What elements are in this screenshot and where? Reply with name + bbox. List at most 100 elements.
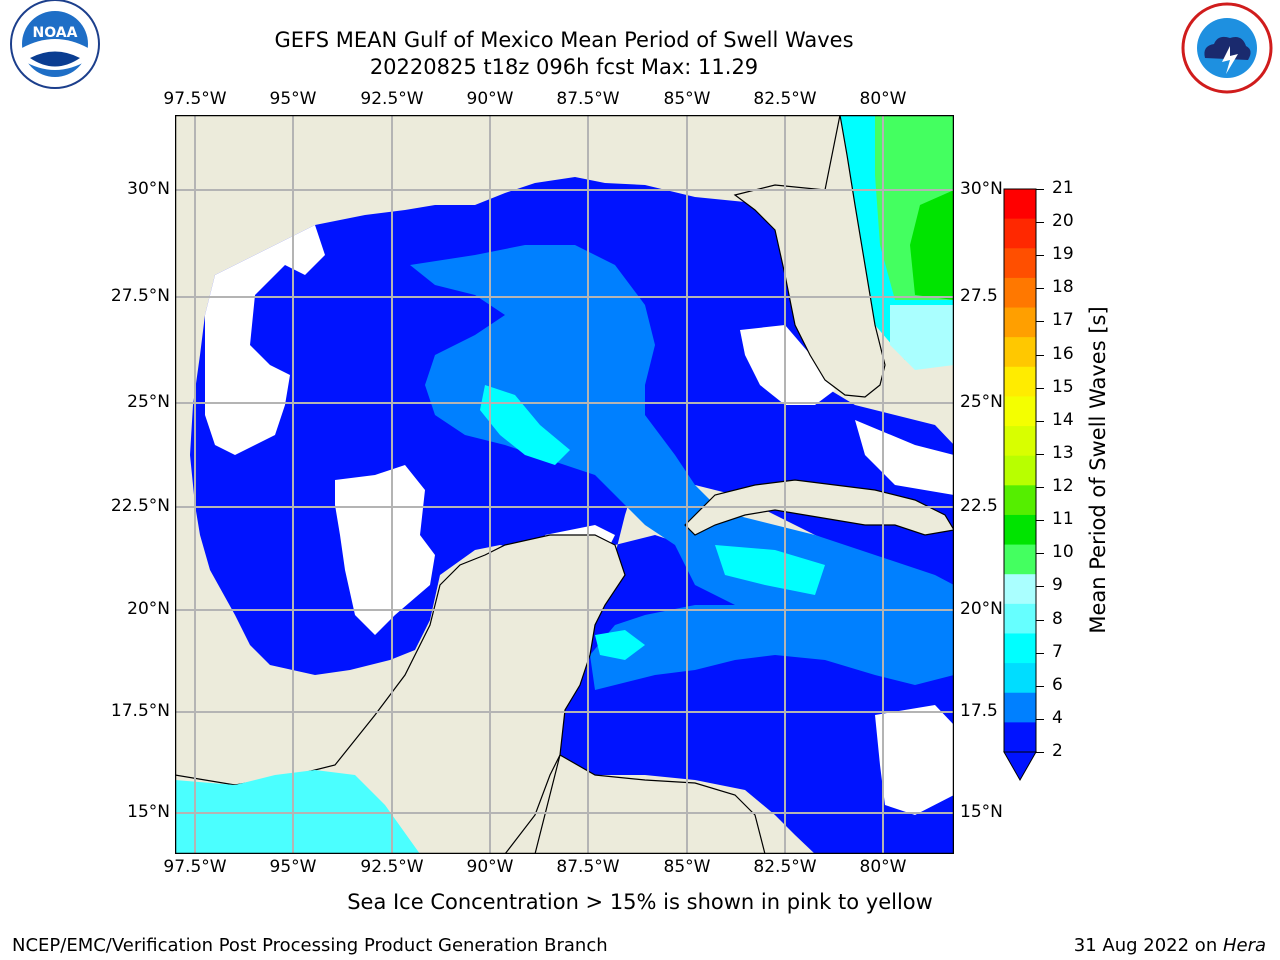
footer-host: Hera — [1222, 935, 1266, 956]
lat-right-2: 25°N — [960, 392, 1003, 412]
map-border — [175, 115, 954, 854]
lon_labels-4: 87.5°W — [556, 89, 620, 109]
colorbar-segment-9 — [1004, 455, 1036, 486]
nodata-florida-shelf — [740, 325, 835, 405]
colorbar-tick-0: 21 — [1052, 178, 1074, 198]
colorbar-tick-mark-11 — [1036, 553, 1044, 555]
lon_labels-7: 80°W — [859, 89, 907, 109]
atlantic-green-10-11 — [910, 190, 954, 300]
graticule — [175, 115, 954, 854]
colorbar-tick-mark-16 — [1036, 718, 1044, 720]
colorbar-tick-11: 10 — [1052, 542, 1074, 563]
yucatan — [175, 534, 626, 854]
colorbar-segment-11 — [1004, 514, 1036, 546]
colorbar-tick-17: 2 — [1052, 741, 1063, 761]
lat-right-6: 15°N — [960, 802, 1003, 822]
colorbar-tick-mark-1 — [1036, 222, 1044, 224]
colorbar-tick-1: 20 — [1052, 211, 1074, 232]
noaa-logo: NOAA — [10, 0, 100, 89]
lat-right-3: 22.5 — [960, 496, 998, 516]
colorbar-border — [1003, 188, 1037, 753]
colorbar-segment-12 — [1004, 544, 1036, 575]
nodata-caribbean — [875, 705, 954, 815]
nodata-nw-shelf — [205, 225, 325, 455]
footer-credit: NCEP/EMC/Verification Post Processing Pr… — [12, 935, 608, 956]
lon-bottom-4: 87.5°W — [556, 857, 620, 877]
footer-date: 31 Aug 2022 on Hera — [1074, 935, 1266, 956]
swell-cyan-3 — [595, 630, 645, 660]
colorbar-tick-7: 14 — [1052, 409, 1074, 430]
colorbar-tick-mark-8 — [1036, 453, 1044, 455]
colorbar-label: Mean Period of Swell Waves [s] — [1086, 306, 1110, 634]
colorbar-tick-mark-12 — [1036, 586, 1044, 588]
sea-ice-note: Sea Ice Concentration > 15% is shown in … — [347, 890, 933, 914]
colorbar-tick-mark-14 — [1036, 652, 1044, 654]
lat-left-6: 15°N — [127, 802, 170, 822]
colorbar-segment-14 — [1004, 603, 1036, 634]
colorbar-tick-8: 13 — [1052, 442, 1074, 463]
colorbar-segment-7 — [1004, 396, 1036, 427]
colorbar-tick-mark-0 — [1036, 189, 1044, 190]
colorbar-segment-6 — [1004, 366, 1036, 397]
lat-left-0: 30°N — [127, 179, 170, 199]
chart-title: GEFS MEAN Gulf of Mexico Mean Period of … — [274, 28, 854, 52]
colorbar-tick-2: 19 — [1052, 244, 1074, 265]
colorbar-segment-15 — [1004, 633, 1036, 664]
colorbar-tick-mark-4 — [1036, 321, 1044, 323]
lon_labels-1: 95°W — [269, 89, 317, 109]
colorbar-tick-mark-10 — [1036, 520, 1044, 522]
colorbar-tick-4: 17 — [1052, 310, 1074, 331]
lat-left-3: 22.5°N — [110, 496, 170, 516]
lat-right-0: 30°N — [960, 179, 1003, 199]
colorbar-segment-5 — [1004, 337, 1036, 368]
colorbar-tick-12: 9 — [1052, 575, 1063, 596]
lat-left-4: 20°N — [127, 599, 170, 619]
colorbar-tick-14: 7 — [1052, 641, 1063, 662]
swell-cyan-1 — [480, 385, 570, 465]
colorbar-tick-mark-9 — [1036, 487, 1044, 489]
lon-bottom-5: 85°W — [663, 857, 711, 877]
central-america — [534, 754, 766, 854]
colorbar-segment-0 — [1004, 189, 1036, 220]
colorbar-segment-3 — [1004, 277, 1036, 309]
colorbar-segment-10 — [1004, 485, 1036, 516]
lat-left-5: 17.5°N — [110, 701, 170, 721]
atlantic-light-cyan — [890, 305, 954, 370]
noaa-logo-text: NOAA — [33, 25, 78, 41]
colorbar-tick-mark-6 — [1036, 387, 1044, 389]
colorbar-segment-2 — [1004, 248, 1036, 279]
lat-right-5: 17.5 — [960, 701, 998, 721]
colorbar-tick-mark-2 — [1036, 255, 1044, 257]
nodata-east — [855, 420, 954, 495]
lon-bottom-7: 80°W — [859, 857, 907, 877]
lon_labels-6: 82.5°W — [753, 89, 817, 109]
lon-bottom-6: 82.5°W — [753, 857, 817, 877]
chart-subtitle: 20220825 t18z 096h fcst Max: 11.29 — [369, 55, 759, 79]
colorbar-tick-3: 18 — [1052, 277, 1074, 298]
colorbar-tick-10: 11 — [1052, 509, 1074, 530]
colorbar-tick-15: 6 — [1052, 674, 1063, 695]
colorbar-segment-16 — [1004, 663, 1036, 694]
colorbar-tick-5: 16 — [1052, 343, 1074, 364]
colorbar-tick-mark-13 — [1036, 619, 1044, 621]
colorbar-tick-6: 15 — [1052, 376, 1074, 397]
colorbar-tick-mark-17 — [1036, 752, 1044, 753]
colorbar-segment-1 — [1004, 218, 1036, 249]
swell-cyan-2 — [715, 545, 825, 595]
colorbar-tick-13: 8 — [1052, 608, 1063, 629]
colorbar-segment-4 — [1004, 307, 1036, 338]
lon-bottom-3: 90°W — [466, 857, 514, 877]
lon-bottom-2: 92.5°W — [360, 857, 424, 877]
colorbar-segment-13 — [1004, 574, 1036, 605]
lat-right-4: 20°N — [960, 599, 1003, 619]
colorbar-tick-mark-15 — [1036, 685, 1044, 687]
colorbar-segment-17 — [1004, 692, 1036, 723]
lat-left-1: 27.5°N — [110, 286, 170, 306]
lon_labels-5: 85°W — [663, 89, 711, 109]
colorbar-tick-mark-7 — [1036, 420, 1044, 422]
lat-left-2: 25°N — [127, 392, 170, 412]
lon-bottom-1: 95°W — [269, 857, 317, 877]
lon_labels-0: 97.5°W — [163, 89, 227, 109]
colorbar-segment-8 — [1004, 426, 1036, 457]
sea-ice-note-wrap: Sea Ice Concentration > 15% is shown in … — [0, 890, 1280, 914]
